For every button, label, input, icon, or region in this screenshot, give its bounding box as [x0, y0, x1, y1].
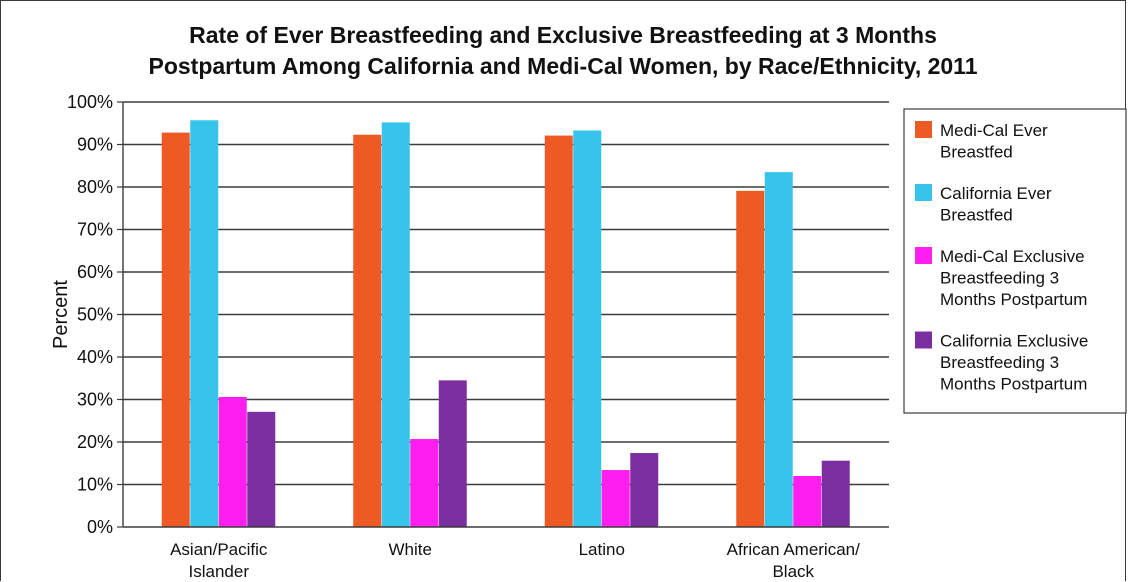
bar: [381, 122, 410, 528]
legend-label: Months Postpartum: [940, 375, 1087, 394]
bar: [736, 190, 765, 527]
bar: [410, 439, 439, 527]
y-axis-label: Percent: [50, 280, 72, 349]
bar: [218, 396, 247, 527]
bar: [821, 460, 850, 527]
legend-label: Breastfed: [940, 206, 1013, 225]
legend-box: [903, 108, 1127, 414]
bar: [247, 411, 276, 527]
y-tick-label: 20%: [77, 432, 113, 452]
x-category-label: Asian/Pacific: [170, 540, 268, 559]
legend-label: Months Postpartum: [940, 290, 1087, 309]
bar: [793, 476, 822, 527]
bar: [764, 172, 793, 527]
y-tick-label: 40%: [77, 347, 113, 367]
y-tick-label: 50%: [77, 305, 113, 325]
legend-label: California Exclusive: [940, 332, 1088, 351]
bar: [353, 134, 382, 527]
chart-title-line: Postpartum Among California and Medi-Cal…: [148, 53, 977, 79]
bar: [190, 120, 219, 528]
y-tick-label: 100%: [67, 92, 113, 112]
x-category-label: Black: [772, 562, 814, 581]
legend-label: Breastfed: [940, 143, 1013, 162]
legend-swatch: [915, 184, 932, 201]
bar: [544, 135, 573, 527]
y-tick-label: 0%: [87, 517, 113, 537]
y-tick-label: 90%: [77, 135, 113, 155]
legend-label: Medi-Cal Exclusive: [940, 247, 1085, 266]
x-category-label: White: [389, 540, 432, 559]
legend-label: California Ever: [940, 184, 1052, 203]
bar: [438, 380, 467, 527]
bar: [573, 130, 602, 527]
legend-swatch: [915, 247, 932, 264]
chart-title-line: Rate of Ever Breastfeeding and Exclusive…: [189, 22, 937, 48]
legend-label: Medi-Cal Ever: [940, 121, 1048, 140]
x-category-label: African American/: [727, 540, 860, 559]
legend-label: Breastfeeding 3: [940, 353, 1059, 372]
x-category-label: Latino: [579, 540, 625, 559]
legend-label: Breastfeeding 3: [940, 269, 1059, 288]
bar: [161, 132, 190, 527]
legend-swatch: [915, 121, 932, 138]
y-tick-label: 10%: [77, 475, 113, 495]
legend-swatch: [915, 331, 932, 349]
y-tick-label: 80%: [77, 177, 113, 197]
y-tick-label: 70%: [77, 220, 113, 240]
bar: [630, 453, 659, 527]
y-tick-label: 60%: [77, 262, 113, 282]
x-category-label: Islander: [189, 562, 250, 581]
y-tick-label: 30%: [77, 390, 113, 410]
bar: [601, 470, 630, 527]
